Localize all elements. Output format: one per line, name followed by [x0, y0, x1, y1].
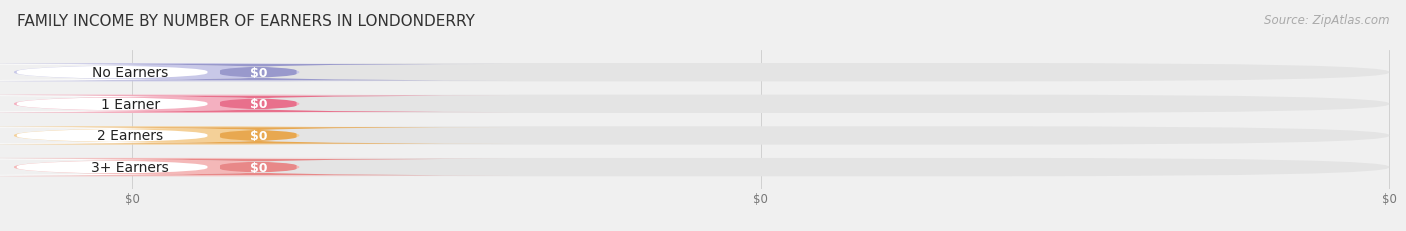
Text: 1 Earner: 1 Earner — [101, 97, 160, 111]
FancyBboxPatch shape — [0, 64, 404, 82]
Text: $0: $0 — [249, 66, 267, 79]
Text: 3+ Earners: 3+ Earners — [91, 160, 169, 174]
FancyBboxPatch shape — [132, 127, 1389, 145]
FancyBboxPatch shape — [132, 64, 1389, 82]
Text: 2 Earners: 2 Earners — [97, 129, 163, 143]
FancyBboxPatch shape — [0, 128, 349, 144]
FancyBboxPatch shape — [132, 158, 1389, 176]
FancyBboxPatch shape — [0, 127, 404, 145]
FancyBboxPatch shape — [0, 65, 349, 81]
FancyBboxPatch shape — [0, 159, 349, 176]
FancyBboxPatch shape — [0, 96, 349, 112]
Text: $0: $0 — [249, 98, 267, 111]
FancyBboxPatch shape — [4, 159, 512, 176]
Text: $0: $0 — [249, 129, 267, 142]
FancyBboxPatch shape — [4, 65, 512, 81]
Text: Source: ZipAtlas.com: Source: ZipAtlas.com — [1264, 14, 1389, 27]
Text: $0: $0 — [249, 161, 267, 174]
FancyBboxPatch shape — [0, 158, 404, 176]
FancyBboxPatch shape — [132, 95, 1389, 113]
Text: FAMILY INCOME BY NUMBER OF EARNERS IN LONDONDERRY: FAMILY INCOME BY NUMBER OF EARNERS IN LO… — [17, 14, 475, 29]
FancyBboxPatch shape — [4, 96, 512, 112]
Text: No Earners: No Earners — [91, 66, 169, 80]
FancyBboxPatch shape — [0, 95, 404, 113]
FancyBboxPatch shape — [4, 128, 512, 144]
